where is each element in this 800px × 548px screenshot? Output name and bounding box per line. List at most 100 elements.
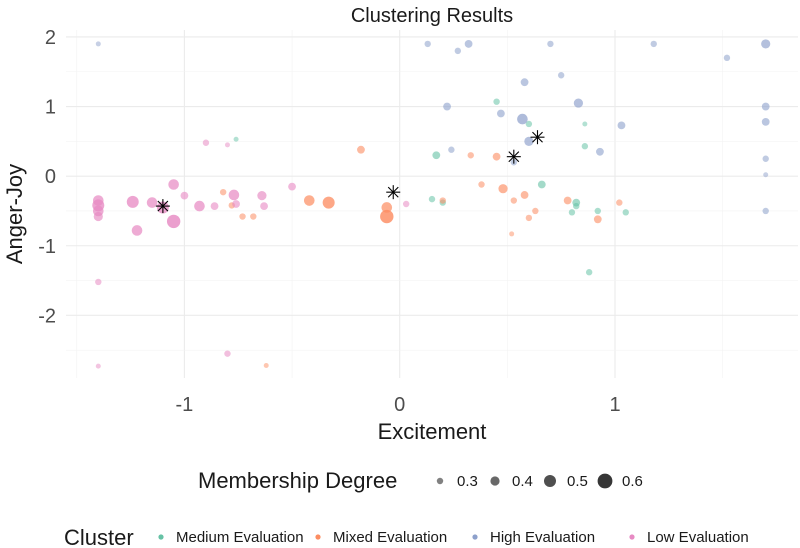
data-point (616, 199, 623, 206)
data-point (593, 215, 602, 224)
size-legend-label: 0.6 (622, 473, 643, 490)
centroid-marker (386, 185, 401, 200)
chart-title: Clustering Results (351, 5, 513, 27)
data-point (402, 200, 410, 208)
data-point (498, 184, 508, 194)
x-tick-label: 1 (609, 394, 620, 416)
data-point (622, 209, 629, 216)
data-point (464, 40, 473, 48)
data-point (532, 207, 539, 215)
data-point (454, 47, 462, 55)
axis-ticks: -1 0 1 -2 -1 0 1 2 (38, 27, 620, 416)
data-point (424, 40, 431, 48)
data-point (95, 41, 101, 47)
data-point (650, 40, 657, 48)
data-point (525, 120, 533, 128)
centroid-marker (530, 130, 545, 145)
data-point (95, 363, 101, 369)
y-tick-label: 1 (45, 97, 56, 119)
data-point (520, 191, 529, 199)
data-point (761, 117, 770, 126)
color-legend-label: Medium Evaluation (176, 529, 304, 546)
color-legend-key (158, 534, 164, 540)
data-point (573, 98, 584, 108)
data-point (581, 143, 589, 150)
data-point (194, 200, 205, 212)
data-point (263, 362, 269, 368)
y-tick-label: -1 (38, 236, 56, 258)
data-point (303, 195, 315, 206)
data-point (762, 207, 769, 215)
data-point (563, 196, 572, 205)
data-point (448, 146, 455, 153)
size-legend-label: 0.3 (457, 473, 478, 490)
color-legend-label: Mixed Evaluation (333, 529, 447, 546)
data-point (492, 152, 501, 161)
data-point (381, 202, 393, 213)
size-legend-key (597, 473, 613, 489)
data-point (439, 197, 446, 204)
x-tick-label: -1 (176, 394, 194, 416)
data-point (210, 202, 219, 210)
data-point (224, 350, 231, 357)
data-point (95, 278, 102, 286)
data-point (166, 214, 181, 229)
size-legend-label: 0.4 (512, 473, 533, 490)
data-point (520, 78, 529, 87)
y-axis-title: Anger-Joy (2, 164, 27, 264)
data-point (126, 195, 139, 208)
data-point (478, 181, 485, 188)
cluster-color-legend: Cluster Medium Evaluation Mixed Evaluatio… (64, 525, 749, 548)
data-point (432, 151, 441, 160)
y-tick-label: 2 (45, 27, 56, 49)
data-point (525, 214, 533, 222)
data-point (582, 121, 588, 127)
size-legend-key (544, 475, 556, 487)
data-point (723, 54, 731, 62)
data-point (467, 152, 474, 159)
centroid-marker (155, 199, 170, 214)
size-legend-key (490, 476, 500, 486)
data-point (428, 195, 436, 203)
color-legend-label: High Evaluation (490, 529, 595, 546)
data-point (357, 145, 365, 154)
color-legend-key (315, 534, 321, 540)
data-point (763, 172, 769, 178)
data-point (761, 39, 771, 49)
gridlines (66, 30, 798, 378)
color-legend-label: Low Evaluation (647, 529, 749, 546)
data-point (517, 113, 528, 125)
data-point (496, 109, 505, 118)
data-point (233, 136, 239, 142)
color-legend-title: Cluster (64, 525, 134, 548)
data-point (762, 155, 769, 162)
membership-size-legend: Membership Degree 0.3 0.4 0.5 0.6 (198, 468, 643, 493)
data-point (180, 191, 189, 200)
data-point (232, 200, 240, 208)
data-point (510, 197, 518, 204)
data-point (131, 225, 143, 236)
data-point (219, 188, 227, 196)
data-point (288, 182, 296, 191)
data-point (509, 231, 515, 237)
y-tick-label: 0 (45, 166, 56, 188)
data-point (596, 147, 604, 156)
data-point (146, 197, 158, 208)
size-legend-label: 0.5 (567, 473, 588, 490)
data-point (537, 180, 546, 189)
data-point (594, 207, 601, 215)
centroid-markers (155, 130, 545, 214)
data-point (524, 136, 534, 146)
x-axis-title: Excitement (378, 419, 487, 444)
data-point (761, 102, 770, 111)
data-point (93, 211, 103, 222)
data-point (239, 213, 246, 220)
data-point (260, 202, 268, 210)
data-point (617, 121, 626, 130)
data-point (224, 142, 230, 148)
color-legend-key (472, 534, 478, 540)
color-legend-key (629, 534, 635, 540)
data-point (443, 102, 451, 111)
data-points (92, 39, 771, 369)
